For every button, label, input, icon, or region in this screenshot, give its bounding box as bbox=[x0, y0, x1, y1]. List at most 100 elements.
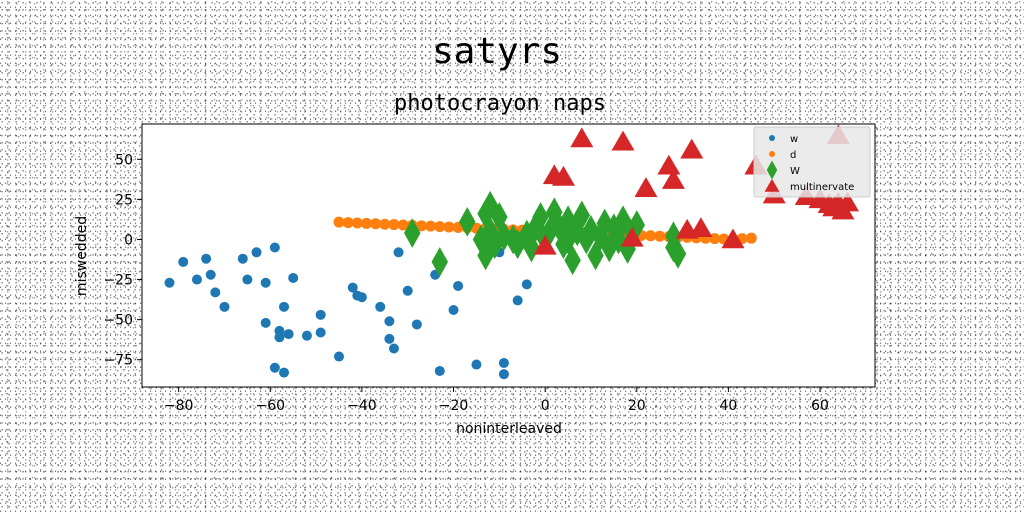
legend-marker bbox=[769, 135, 775, 141]
y-tick-label: 50 bbox=[115, 152, 133, 168]
data-point bbox=[411, 319, 422, 330]
data-point bbox=[532, 202, 549, 232]
data-point bbox=[611, 130, 635, 151]
data-point bbox=[260, 317, 271, 328]
legend-label: multinervate bbox=[790, 182, 854, 193]
data-point bbox=[709, 233, 721, 245]
data-point bbox=[393, 247, 404, 258]
data-point bbox=[521, 279, 532, 290]
data-point bbox=[634, 177, 658, 197]
data-point bbox=[689, 217, 713, 238]
data-point bbox=[661, 169, 685, 189]
data-point bbox=[573, 200, 591, 231]
y-tick-label: −75 bbox=[103, 353, 133, 369]
x-tick-label: 60 bbox=[811, 398, 829, 414]
plot-marks bbox=[164, 124, 860, 380]
chart-subtitle: photocrayon naps bbox=[394, 91, 606, 116]
data-point bbox=[379, 218, 391, 230]
series-w-2 bbox=[404, 190, 687, 277]
data-point bbox=[645, 230, 657, 242]
data-point bbox=[333, 216, 345, 228]
data-point bbox=[384, 316, 395, 327]
data-point bbox=[443, 221, 455, 233]
data-point bbox=[402, 285, 413, 296]
data-point bbox=[415, 220, 427, 232]
data-point bbox=[523, 232, 540, 263]
x-axis-label: noninterleaved bbox=[456, 421, 562, 437]
data-point bbox=[301, 330, 312, 341]
data-point bbox=[219, 301, 230, 312]
data-point bbox=[512, 295, 523, 306]
legend-marker bbox=[766, 160, 778, 180]
y-tick-label: −50 bbox=[103, 313, 133, 329]
data-point bbox=[260, 277, 271, 288]
x-axis-ticks: −80 −60 −40 −20 0 20 40 60 bbox=[164, 387, 829, 414]
data-point bbox=[680, 138, 704, 159]
data-point bbox=[237, 253, 248, 264]
data-point bbox=[315, 309, 326, 320]
data-point bbox=[533, 234, 557, 255]
x-tick-label: −40 bbox=[347, 398, 377, 414]
data-point bbox=[356, 292, 367, 303]
data-point bbox=[279, 301, 290, 312]
data-point bbox=[431, 247, 449, 277]
data-point bbox=[601, 232, 618, 263]
data-point bbox=[342, 217, 354, 229]
data-point bbox=[279, 367, 290, 378]
legend-item-w-0: w bbox=[769, 134, 798, 145]
x-tick-label: 40 bbox=[719, 398, 737, 414]
data-point bbox=[347, 282, 358, 293]
y-axis-label: miswedded bbox=[74, 216, 90, 296]
data-point bbox=[178, 256, 189, 267]
y-axis-ticks: −75 −50 −25 0 25 50 bbox=[103, 152, 142, 369]
data-point bbox=[388, 343, 399, 354]
data-point bbox=[315, 327, 326, 338]
data-point bbox=[434, 365, 445, 376]
data-point bbox=[384, 333, 395, 344]
data-point bbox=[498, 369, 509, 380]
data-point bbox=[210, 287, 221, 298]
data-point bbox=[721, 228, 745, 249]
legend-box bbox=[753, 126, 871, 198]
legend-label: w bbox=[790, 134, 798, 145]
legend-item-multinervate-3: multinervate bbox=[764, 178, 854, 193]
data-point bbox=[551, 165, 575, 186]
data-point bbox=[404, 218, 421, 248]
x-tick-label: −60 bbox=[256, 398, 286, 414]
data-point bbox=[471, 359, 482, 370]
data-point bbox=[620, 226, 644, 247]
data-point bbox=[498, 357, 509, 368]
data-point bbox=[360, 217, 372, 229]
data-point bbox=[657, 154, 681, 175]
series-w-0 bbox=[164, 242, 532, 380]
y-tick-label: 25 bbox=[115, 192, 133, 208]
data-point bbox=[351, 217, 363, 229]
legend-label: d bbox=[790, 150, 796, 161]
data-point bbox=[434, 221, 446, 233]
data-point bbox=[564, 245, 581, 276]
data-point bbox=[836, 191, 860, 212]
data-point bbox=[251, 247, 262, 258]
x-tick-label: 0 bbox=[541, 398, 550, 414]
data-point bbox=[370, 218, 382, 230]
data-point bbox=[164, 277, 175, 288]
data-point bbox=[205, 269, 216, 280]
legend-item-d-1: d bbox=[769, 150, 796, 161]
data-point bbox=[669, 239, 687, 269]
data-point bbox=[274, 332, 285, 343]
data-point bbox=[288, 272, 299, 283]
y-tick-label: −25 bbox=[103, 273, 133, 289]
data-point bbox=[333, 351, 344, 362]
data-point bbox=[375, 301, 386, 312]
legend-label: W bbox=[790, 166, 800, 177]
data-point bbox=[283, 329, 294, 340]
legend-marker bbox=[764, 178, 780, 192]
data-point bbox=[425, 220, 437, 232]
data-point bbox=[201, 253, 212, 264]
data-point bbox=[448, 305, 459, 316]
data-point bbox=[654, 230, 666, 242]
data-point bbox=[191, 274, 202, 285]
legend-marker bbox=[769, 151, 775, 157]
